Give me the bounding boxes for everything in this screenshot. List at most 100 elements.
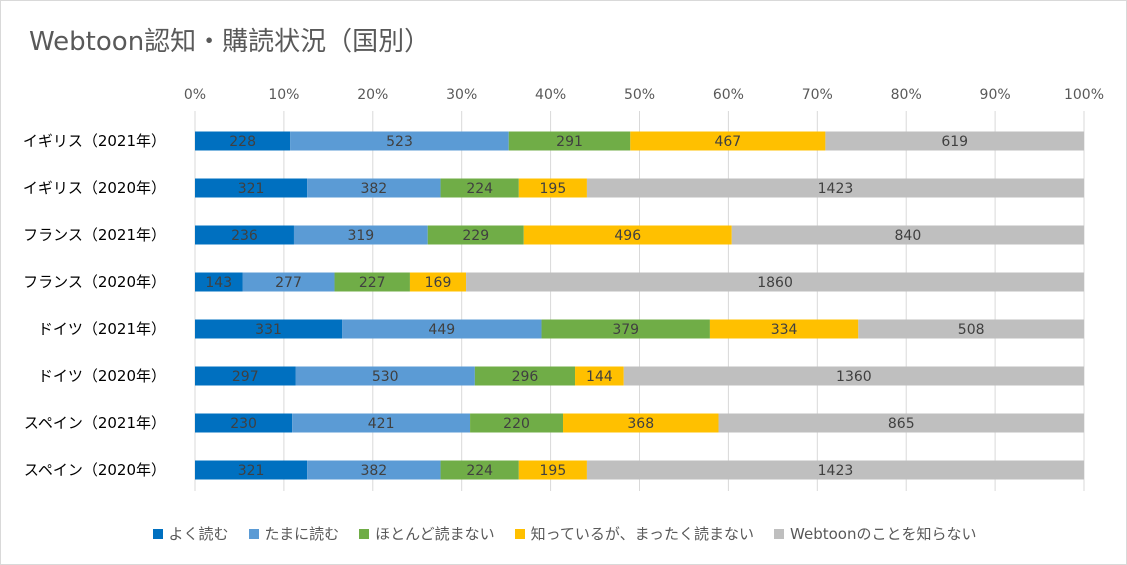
data-label: 508 (958, 322, 985, 338)
bar-segment (195, 460, 308, 480)
bar-segment (709, 319, 859, 339)
data-label: 1360 (836, 369, 872, 385)
bar-segment (858, 319, 1084, 339)
data-label: 224 (466, 463, 493, 479)
bar-segment (466, 272, 1084, 292)
legend-label: ほとんど読まない (375, 525, 495, 543)
data-label: 1423 (818, 181, 854, 197)
bar-segment (195, 272, 243, 292)
data-label: 619 (941, 134, 968, 150)
x-tick-label: 80% (891, 87, 922, 103)
legend-label: たまに読む (264, 525, 340, 543)
data-label: 334 (771, 322, 798, 338)
legend-swatch (359, 528, 370, 539)
data-label: 144 (586, 369, 613, 385)
bar-segment (195, 225, 294, 245)
data-label: 382 (360, 181, 387, 197)
stacked-bar-chart: 0% 10% 20% 30% 40% 50% 60% 70% 80% 90% 100% イギリス（20… (23, 87, 1104, 491)
bar-segment (825, 131, 1084, 151)
bar-segment (523, 225, 732, 245)
data-label: 229 (462, 228, 489, 244)
bar-segment (307, 178, 441, 198)
data-label: 368 (627, 416, 654, 432)
data-label: 297 (232, 369, 259, 385)
bar-segment (290, 131, 509, 151)
data-label: 382 (360, 463, 387, 479)
bar-segment (342, 319, 542, 339)
legend-swatch (774, 528, 785, 539)
bar-segment (470, 413, 564, 433)
legend-label: Webtoonのことを知らない (790, 525, 977, 543)
data-label: 523 (386, 134, 413, 150)
data-label: 467 (714, 134, 741, 150)
x-tick-label: 70% (802, 87, 833, 103)
bar-segment (195, 413, 293, 433)
data-label: 379 (612, 322, 639, 338)
bar-segment (307, 460, 441, 480)
data-label: 228 (229, 134, 256, 150)
bar-segment (295, 366, 475, 386)
legend-item: よく読む (152, 523, 229, 544)
data-label: 195 (540, 463, 567, 479)
data-label: 321 (238, 463, 265, 479)
data-label: 321 (238, 181, 265, 197)
bar-segment (518, 460, 587, 480)
bar-segment (586, 178, 1084, 198)
legend-label: 知っているが、まったく読まない (530, 525, 755, 543)
data-label: 865 (888, 416, 915, 432)
bar-segment (195, 366, 296, 386)
bar-segment (440, 178, 519, 198)
bar-segment (242, 272, 335, 292)
legend-item: 知っているが、まったく読まない (514, 523, 755, 544)
x-tick-label: 0% (184, 87, 206, 103)
bar-segment (518, 178, 587, 198)
bar-segment (195, 131, 291, 151)
legend-item: Webtoonのことを知らない (774, 523, 976, 544)
legend-swatch (152, 528, 163, 539)
bar-segment (409, 272, 467, 292)
data-label: 449 (428, 322, 455, 338)
category-label: イギリス（2021年） (23, 132, 166, 150)
data-label: 169 (425, 275, 452, 291)
bar-segment (718, 413, 1084, 433)
bar-segment (575, 366, 624, 386)
legend-item: ほとんど読まない (359, 523, 495, 544)
bar-segment (563, 413, 719, 433)
bar-segment (623, 366, 1084, 386)
legend-swatch (248, 528, 259, 539)
bar-segment (292, 413, 471, 433)
legend-label: よく読む (168, 525, 229, 543)
data-label: 224 (466, 181, 493, 197)
data-label: 291 (556, 134, 583, 150)
x-tick-label: 20% (357, 87, 388, 103)
category-label: フランス（2020年） (23, 273, 166, 291)
category-label: スペイン（2021年） (24, 414, 166, 432)
data-label: 227 (359, 275, 386, 291)
category-label: ドイツ（2021年） (38, 320, 166, 338)
bar-segment (195, 319, 343, 339)
x-tick-label: 50% (624, 87, 655, 103)
data-label: 195 (540, 181, 567, 197)
bar-segment (508, 131, 631, 151)
category-label: イギリス（2020年） (23, 179, 166, 197)
x-tick-label: 90% (980, 87, 1011, 103)
x-tick-label: 30% (446, 87, 477, 103)
bar-segment (630, 131, 826, 151)
data-label: 496 (614, 228, 641, 244)
bar-segment (195, 178, 308, 198)
legend-item: たまに読む (248, 523, 340, 544)
bar-segment (731, 225, 1084, 245)
data-label: 143 (205, 275, 232, 291)
data-label: 530 (372, 369, 399, 385)
bar-segment (440, 460, 519, 480)
chart-title: Webtoon認知・購読状況（国別） (29, 27, 431, 57)
category-label: ドイツ（2020年） (38, 367, 166, 385)
bar-segment (334, 272, 410, 292)
data-label: 840 (895, 228, 922, 244)
chart-legend: よく読む たまに読む ほとんど読まない 知っているが、まったく読まない Webtoonの… (1, 523, 1127, 544)
data-label: 230 (230, 416, 257, 432)
x-tick-label: 100% (1064, 87, 1104, 103)
data-label: 421 (368, 416, 395, 432)
bar-segment (427, 225, 524, 245)
